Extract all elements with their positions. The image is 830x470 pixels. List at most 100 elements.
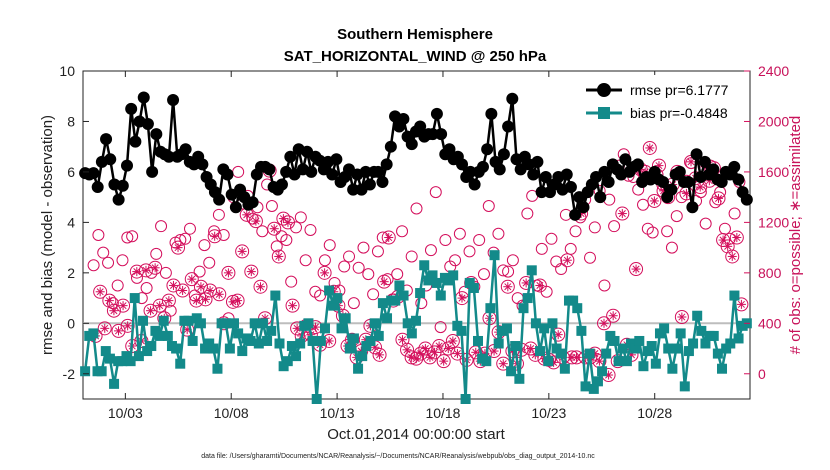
obs-assimilated-ring xyxy=(244,264,259,279)
right-y-tick-label: 1200 xyxy=(758,214,789,230)
obs-assimilated-spoke xyxy=(247,268,255,276)
right-y-tick-label: 2400 xyxy=(758,63,789,79)
bias-point xyxy=(382,313,393,324)
obs-possible-point xyxy=(280,234,293,247)
obs-possible-point xyxy=(608,220,621,233)
bias-point xyxy=(328,300,339,311)
obs-assimilated-spoke xyxy=(96,288,104,296)
obs-assimilated-spoke xyxy=(179,286,187,295)
obs-possible-point xyxy=(506,254,519,267)
obs-assimilated-point xyxy=(212,287,227,302)
obs-assimilated-spoke xyxy=(147,307,155,315)
obs-possible-point xyxy=(155,220,168,233)
obs-possible-point xyxy=(545,232,558,245)
obs-assimilated-spoke xyxy=(284,218,292,226)
obs-assimilated-spoke xyxy=(430,348,439,356)
obs-assimilated-ring xyxy=(395,332,410,347)
obs-possible-point xyxy=(121,231,134,244)
obs-assimilated-ring xyxy=(271,249,286,264)
bias-point xyxy=(568,295,579,306)
obs-assimilated-spoke xyxy=(444,345,452,353)
obs-possible-point xyxy=(285,275,298,288)
bias-point xyxy=(307,335,318,346)
obs-assimilated-spoke xyxy=(421,345,429,353)
obs-assimilated-point xyxy=(171,240,186,255)
right-y-axis-label: # of obs: o=possible; ∗=assimilated xyxy=(787,116,804,355)
bias-point xyxy=(700,338,711,349)
bias-point xyxy=(452,320,463,331)
bias-point xyxy=(282,356,293,367)
obs-assimilated-spoke xyxy=(385,233,393,242)
obs-possible-point xyxy=(362,268,375,281)
plot-area xyxy=(79,70,753,404)
bias-point xyxy=(679,381,690,392)
y-axis-ticks: -2 0 2 4 6 8 10 xyxy=(59,63,89,382)
obs-assimilated-spoke xyxy=(600,319,608,327)
bias-point xyxy=(696,325,707,336)
obs-assimilated-spoke xyxy=(270,225,278,233)
obs-assimilated-spoke xyxy=(142,266,150,274)
bias-point xyxy=(125,356,136,367)
obs-assimilated-ring xyxy=(212,287,227,302)
obs-assimilated-spoke xyxy=(229,298,237,306)
obs-assimilated-point xyxy=(184,272,199,287)
bias-point xyxy=(129,293,140,304)
obs-possible-point xyxy=(183,222,196,235)
right-y-tick-label: 0 xyxy=(758,366,766,382)
rmse-point xyxy=(414,120,427,133)
bias-point xyxy=(535,346,546,357)
obs-possible-point xyxy=(675,191,688,204)
obs-assimilated-spoke xyxy=(256,283,265,291)
legend-box xyxy=(584,75,744,127)
rmse-point xyxy=(229,201,242,214)
obs-assimilated-point xyxy=(198,292,213,307)
obs-possible-point xyxy=(410,202,423,215)
bias-point xyxy=(605,330,616,341)
obs-possible-point xyxy=(699,217,712,230)
bias-point xyxy=(638,361,649,372)
obs-assimilated-point xyxy=(725,249,740,264)
obs-assimilated-spoke xyxy=(490,347,498,355)
obs-assimilated-spoke xyxy=(243,211,251,219)
obs-possible-point xyxy=(318,254,331,267)
obs-assimilated-point xyxy=(203,283,218,298)
obs-assimilated-ring xyxy=(189,293,204,308)
bias-point xyxy=(609,335,620,346)
x-tick-label: 10/08 xyxy=(214,405,249,421)
obs-assimilated-point xyxy=(207,229,222,244)
data-file-footnote: data file: /Users/gharamti/Documents/NCA… xyxy=(201,453,595,460)
obs-possible-point xyxy=(294,211,307,224)
bias-point xyxy=(373,330,384,341)
chart-subtitle: SAT_HORIZONTAL_WIND @ 250 hPa xyxy=(284,48,547,65)
obs-possible-point xyxy=(396,225,409,238)
obs-possible-point xyxy=(87,259,100,272)
bias-point xyxy=(100,346,111,357)
obs-possible-point xyxy=(646,226,659,239)
bias-point xyxy=(121,351,132,362)
bias-point xyxy=(708,330,719,341)
obs-assimilated-point xyxy=(377,274,392,289)
rmse-point xyxy=(359,165,372,178)
obs-possible-point xyxy=(482,199,495,212)
obs-assimilated-spoke xyxy=(224,269,232,277)
x-tick-label: 10/03 xyxy=(108,405,143,421)
obs-assimilated-point xyxy=(711,191,726,206)
rmse-point xyxy=(698,155,711,168)
obs-assimilated-spoke xyxy=(114,327,123,335)
obs-assimilated-spoke xyxy=(238,247,246,255)
obs-assimilated-ring xyxy=(207,229,222,244)
obs-possible-point xyxy=(429,186,442,199)
rmse-point xyxy=(682,176,695,189)
right-y-tick-label: 400 xyxy=(758,315,782,331)
rmse-point xyxy=(372,165,385,178)
obs-assimilated-ring xyxy=(422,350,437,365)
obs-assimilated-ring xyxy=(377,274,392,289)
obs-assimilated-ring xyxy=(372,347,387,362)
bias-point xyxy=(253,338,264,349)
rmse-series xyxy=(79,91,753,221)
bias-point xyxy=(233,328,244,339)
bias-point xyxy=(270,290,281,301)
bias-point xyxy=(361,341,372,352)
obs-assimilated-point xyxy=(615,206,630,221)
rmse-point xyxy=(347,183,360,196)
